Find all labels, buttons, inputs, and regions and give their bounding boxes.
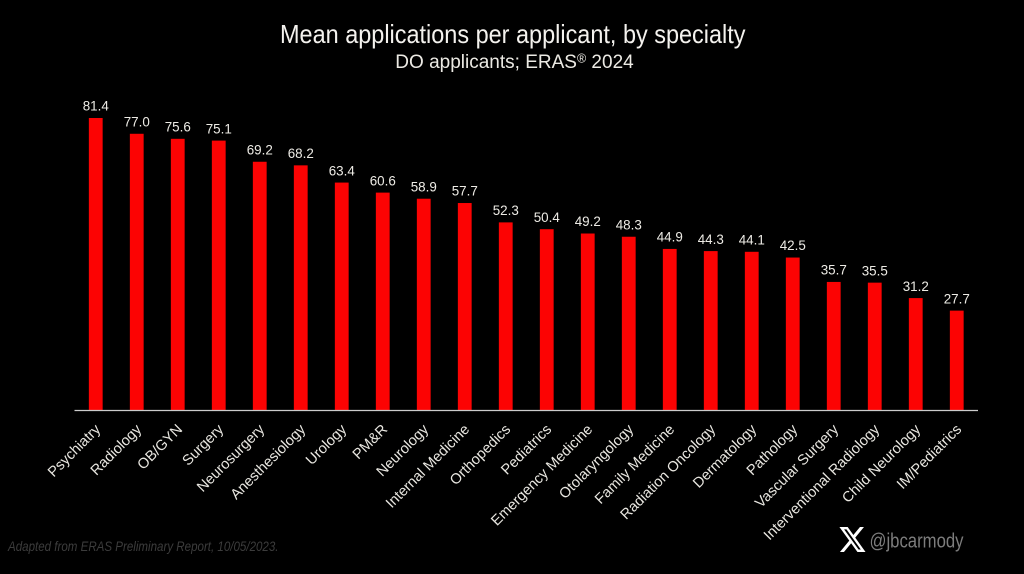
svg-text:63.4: 63.4	[329, 163, 356, 178]
svg-text:69.2: 69.2	[247, 142, 273, 157]
svg-text:52.3: 52.3	[493, 203, 519, 218]
svg-text:44.9: 44.9	[657, 230, 683, 245]
svg-text:57.7: 57.7	[452, 184, 478, 199]
svg-text:77.0: 77.0	[124, 114, 150, 129]
svg-text:75.6: 75.6	[165, 120, 191, 135]
svg-text:50.4: 50.4	[534, 210, 561, 225]
svg-text:81.4: 81.4	[83, 99, 110, 114]
svg-text:42.5: 42.5	[780, 238, 806, 253]
svg-text:DO applicants; ERAS® 2024: DO applicants; ERAS® 2024	[395, 51, 634, 73]
svg-text:68.2: 68.2	[288, 146, 314, 161]
svg-text:@jbcarmody: @jbcarmody	[870, 531, 964, 553]
svg-text:35.7: 35.7	[821, 263, 847, 278]
svg-text:49.2: 49.2	[575, 214, 601, 229]
svg-text:48.3: 48.3	[616, 217, 642, 232]
svg-text:44.3: 44.3	[698, 232, 724, 247]
svg-text:Adapted from ERAS Preliminary: Adapted from ERAS Preliminary Report, 10…	[7, 538, 278, 554]
svg-text:60.6: 60.6	[370, 173, 396, 188]
svg-text:27.7: 27.7	[944, 291, 970, 306]
svg-text:44.1: 44.1	[739, 233, 765, 248]
svg-text:75.1: 75.1	[206, 121, 232, 136]
svg-text:Mean applications per applican: Mean applications per applicant, by spec…	[280, 19, 746, 49]
svg-text:35.5: 35.5	[862, 263, 888, 278]
svg-text:31.2: 31.2	[903, 279, 929, 294]
svg-text:58.9: 58.9	[411, 179, 437, 194]
